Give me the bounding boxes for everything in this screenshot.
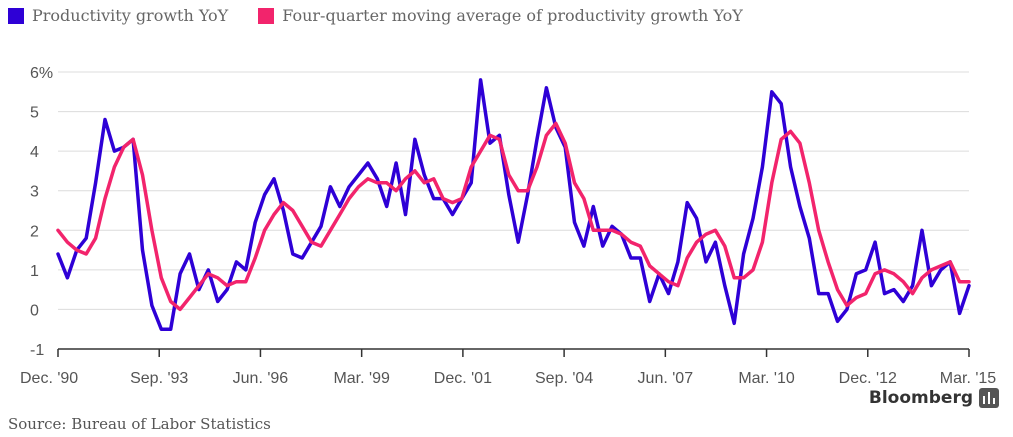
legend-swatch-productivity [8, 7, 24, 24]
y-tick-label: 0 [30, 302, 39, 319]
legend-swatch-moving-average [258, 7, 275, 24]
x-tick-label: Dec. '12 [839, 370, 897, 387]
legend-item-productivity: Productivity growth YoY [8, 6, 228, 25]
x-tick-label: Dec. '01 [434, 370, 492, 387]
y-tick-label: 6% [30, 65, 53, 82]
source-note: Source: Bureau of Labor Statistics [8, 415, 271, 433]
legend-label-productivity: Productivity growth YoY [32, 6, 229, 25]
x-tick-label: Mar. '99 [333, 370, 390, 387]
y-tick-label: -1 [30, 342, 44, 359]
bloomberg-logo: Bloomberg [869, 388, 999, 408]
y-tick-label: 2 [30, 223, 39, 240]
y-tick-label: 3 [30, 184, 39, 201]
y-tick-label: 4 [30, 144, 39, 161]
x-tick-label: Mar. '15 [940, 370, 997, 387]
legend-item-moving-average: Four-quarter moving average of productiv… [258, 6, 743, 25]
chart-legend: Productivity growth YoY Four-quarter mov… [8, 6, 743, 25]
y-tick-label: 1 [30, 263, 39, 280]
x-tick-label: Jun. '96 [233, 370, 289, 387]
x-tick-label: Mar. '10 [738, 370, 795, 387]
series-line-moving-average [56, 121, 971, 312]
x-tick-label: Sep. '93 [130, 370, 188, 387]
y-tick-label: 5 [30, 105, 39, 122]
x-tick-label: Jun. '07 [638, 370, 694, 387]
brand-wordmark: Bloomberg [868, 388, 973, 408]
legend-label-moving-average: Four-quarter moving average of productiv… [282, 6, 743, 25]
bar-chart-icon [979, 388, 999, 408]
x-tick-label: Sep. '04 [535, 370, 593, 387]
x-tick-label: Dec. '90 [20, 370, 78, 387]
